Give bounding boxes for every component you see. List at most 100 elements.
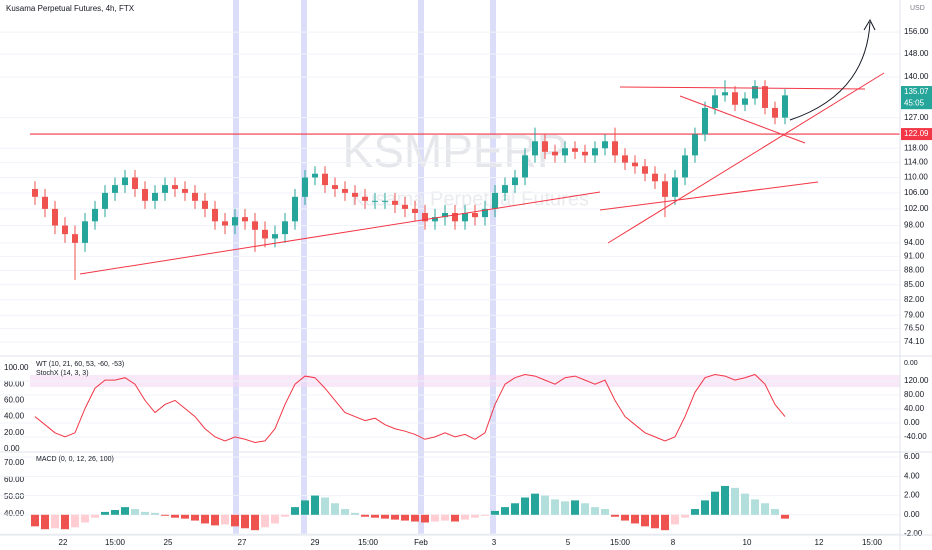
pane-subtitle: StochX (14, 3, 3) (36, 370, 89, 377)
candle-body (322, 173, 328, 186)
candle-body (432, 217, 438, 222)
histogram-bar (621, 514, 629, 521)
candle-body (782, 95, 788, 118)
candle-body (332, 185, 338, 189)
candle-body (422, 212, 428, 222)
candle-body (142, 188, 148, 201)
candle-body (512, 177, 518, 186)
candle-body (562, 148, 568, 156)
candle-body (662, 181, 668, 197)
histogram-bar (201, 514, 209, 524)
candle-body (122, 177, 128, 186)
trendline (679, 95, 806, 144)
tick-label: 0.00 (904, 510, 920, 519)
highlight (301, 0, 307, 535)
histogram-bar (301, 500, 309, 515)
histogram-bar (351, 512, 359, 515)
tick-label: 94.00 (904, 238, 925, 247)
candle-body (672, 177, 678, 197)
histogram-bar (411, 514, 419, 522)
histogram-bar (341, 509, 349, 515)
x-tick-label: 15:00 (105, 538, 126, 547)
candle-body (712, 95, 718, 108)
histogram-bar (111, 509, 119, 515)
candle-body (362, 196, 368, 201)
tick-label: 148.00 (904, 49, 929, 58)
histogram-bar (781, 514, 789, 519)
candle-body (292, 196, 298, 222)
tick-label: -40.00 (904, 432, 927, 441)
histogram-bar (671, 514, 679, 525)
tick-label: 6.00 (904, 452, 920, 461)
histogram-bar (191, 514, 199, 521)
histogram-bar (151, 512, 159, 515)
candle-body (392, 200, 398, 205)
histogram-bar (441, 514, 449, 521)
x-tick-label: 5 (566, 538, 571, 547)
tick-label: 88.00 (904, 265, 925, 274)
tick-label: 82.00 (904, 295, 925, 304)
tick-label: 40.00 (4, 412, 25, 421)
histogram-bar (541, 495, 549, 515)
pane-title: WT (10, 21, 60, 53, -60, -53) (36, 361, 124, 368)
tick-label: 118.00 (904, 143, 928, 152)
candle-body (542, 141, 548, 152)
histogram-bar (391, 514, 399, 520)
histogram-bar (511, 503, 519, 515)
highlight (490, 0, 496, 535)
histogram-bar (291, 507, 299, 515)
candle-body (192, 192, 198, 201)
candle-body (652, 173, 658, 182)
arrow (789, 21, 871, 121)
watermark-sub: Kusama Perpetual Futures (351, 188, 589, 210)
histogram-bar (711, 491, 719, 515)
tick-label: 98.00 (904, 221, 925, 230)
candle-body (502, 185, 508, 193)
highlight (233, 0, 239, 535)
histogram-bar (171, 514, 179, 518)
currency: USD (910, 5, 925, 12)
candle-body (722, 92, 728, 96)
x-tick-label: 15:00 (610, 538, 631, 547)
candle-body (552, 151, 558, 156)
histogram-bar (661, 514, 669, 531)
price-label-box (901, 97, 932, 110)
histogram-bar (141, 511, 149, 515)
candle-body (252, 221, 258, 230)
histogram-bar (71, 514, 79, 528)
tick-label: 4.00 (904, 471, 920, 480)
histogram-bar (61, 514, 69, 530)
candle-body (602, 141, 608, 149)
histogram-bar (321, 497, 329, 515)
histogram-bar (331, 503, 339, 515)
candle-body (632, 162, 638, 167)
x-tick-label: 10 (743, 538, 752, 547)
candle-body (372, 200, 378, 202)
candle-body (32, 188, 38, 197)
candle-body (442, 212, 448, 218)
histogram-bar (551, 499, 559, 515)
histogram-bar (401, 514, 409, 521)
histogram-bar (601, 509, 609, 515)
candle-body (262, 229, 268, 239)
histogram-bar (471, 514, 479, 518)
tick-label: 40.00 (904, 404, 925, 413)
histogram-bar (641, 514, 649, 527)
tick-label: 106.00 (904, 188, 929, 197)
candle-body (172, 185, 178, 189)
histogram-bar (251, 514, 259, 531)
candle-body (482, 208, 488, 218)
candle-body (642, 166, 648, 174)
candle-body (42, 196, 48, 209)
histogram-bar (771, 509, 779, 515)
histogram-bar (731, 487, 739, 515)
session-highlights (233, 0, 496, 535)
tick-label: 50.00 (4, 492, 25, 501)
candle-body (302, 177, 308, 197)
x-tick-label: 25 (164, 538, 173, 547)
candle-body (102, 192, 108, 209)
pane-title: MACD (0, 0, 12, 26, 100) (36, 456, 114, 463)
histogram-bar (701, 500, 709, 515)
tick-label: 76.50 (904, 324, 925, 333)
